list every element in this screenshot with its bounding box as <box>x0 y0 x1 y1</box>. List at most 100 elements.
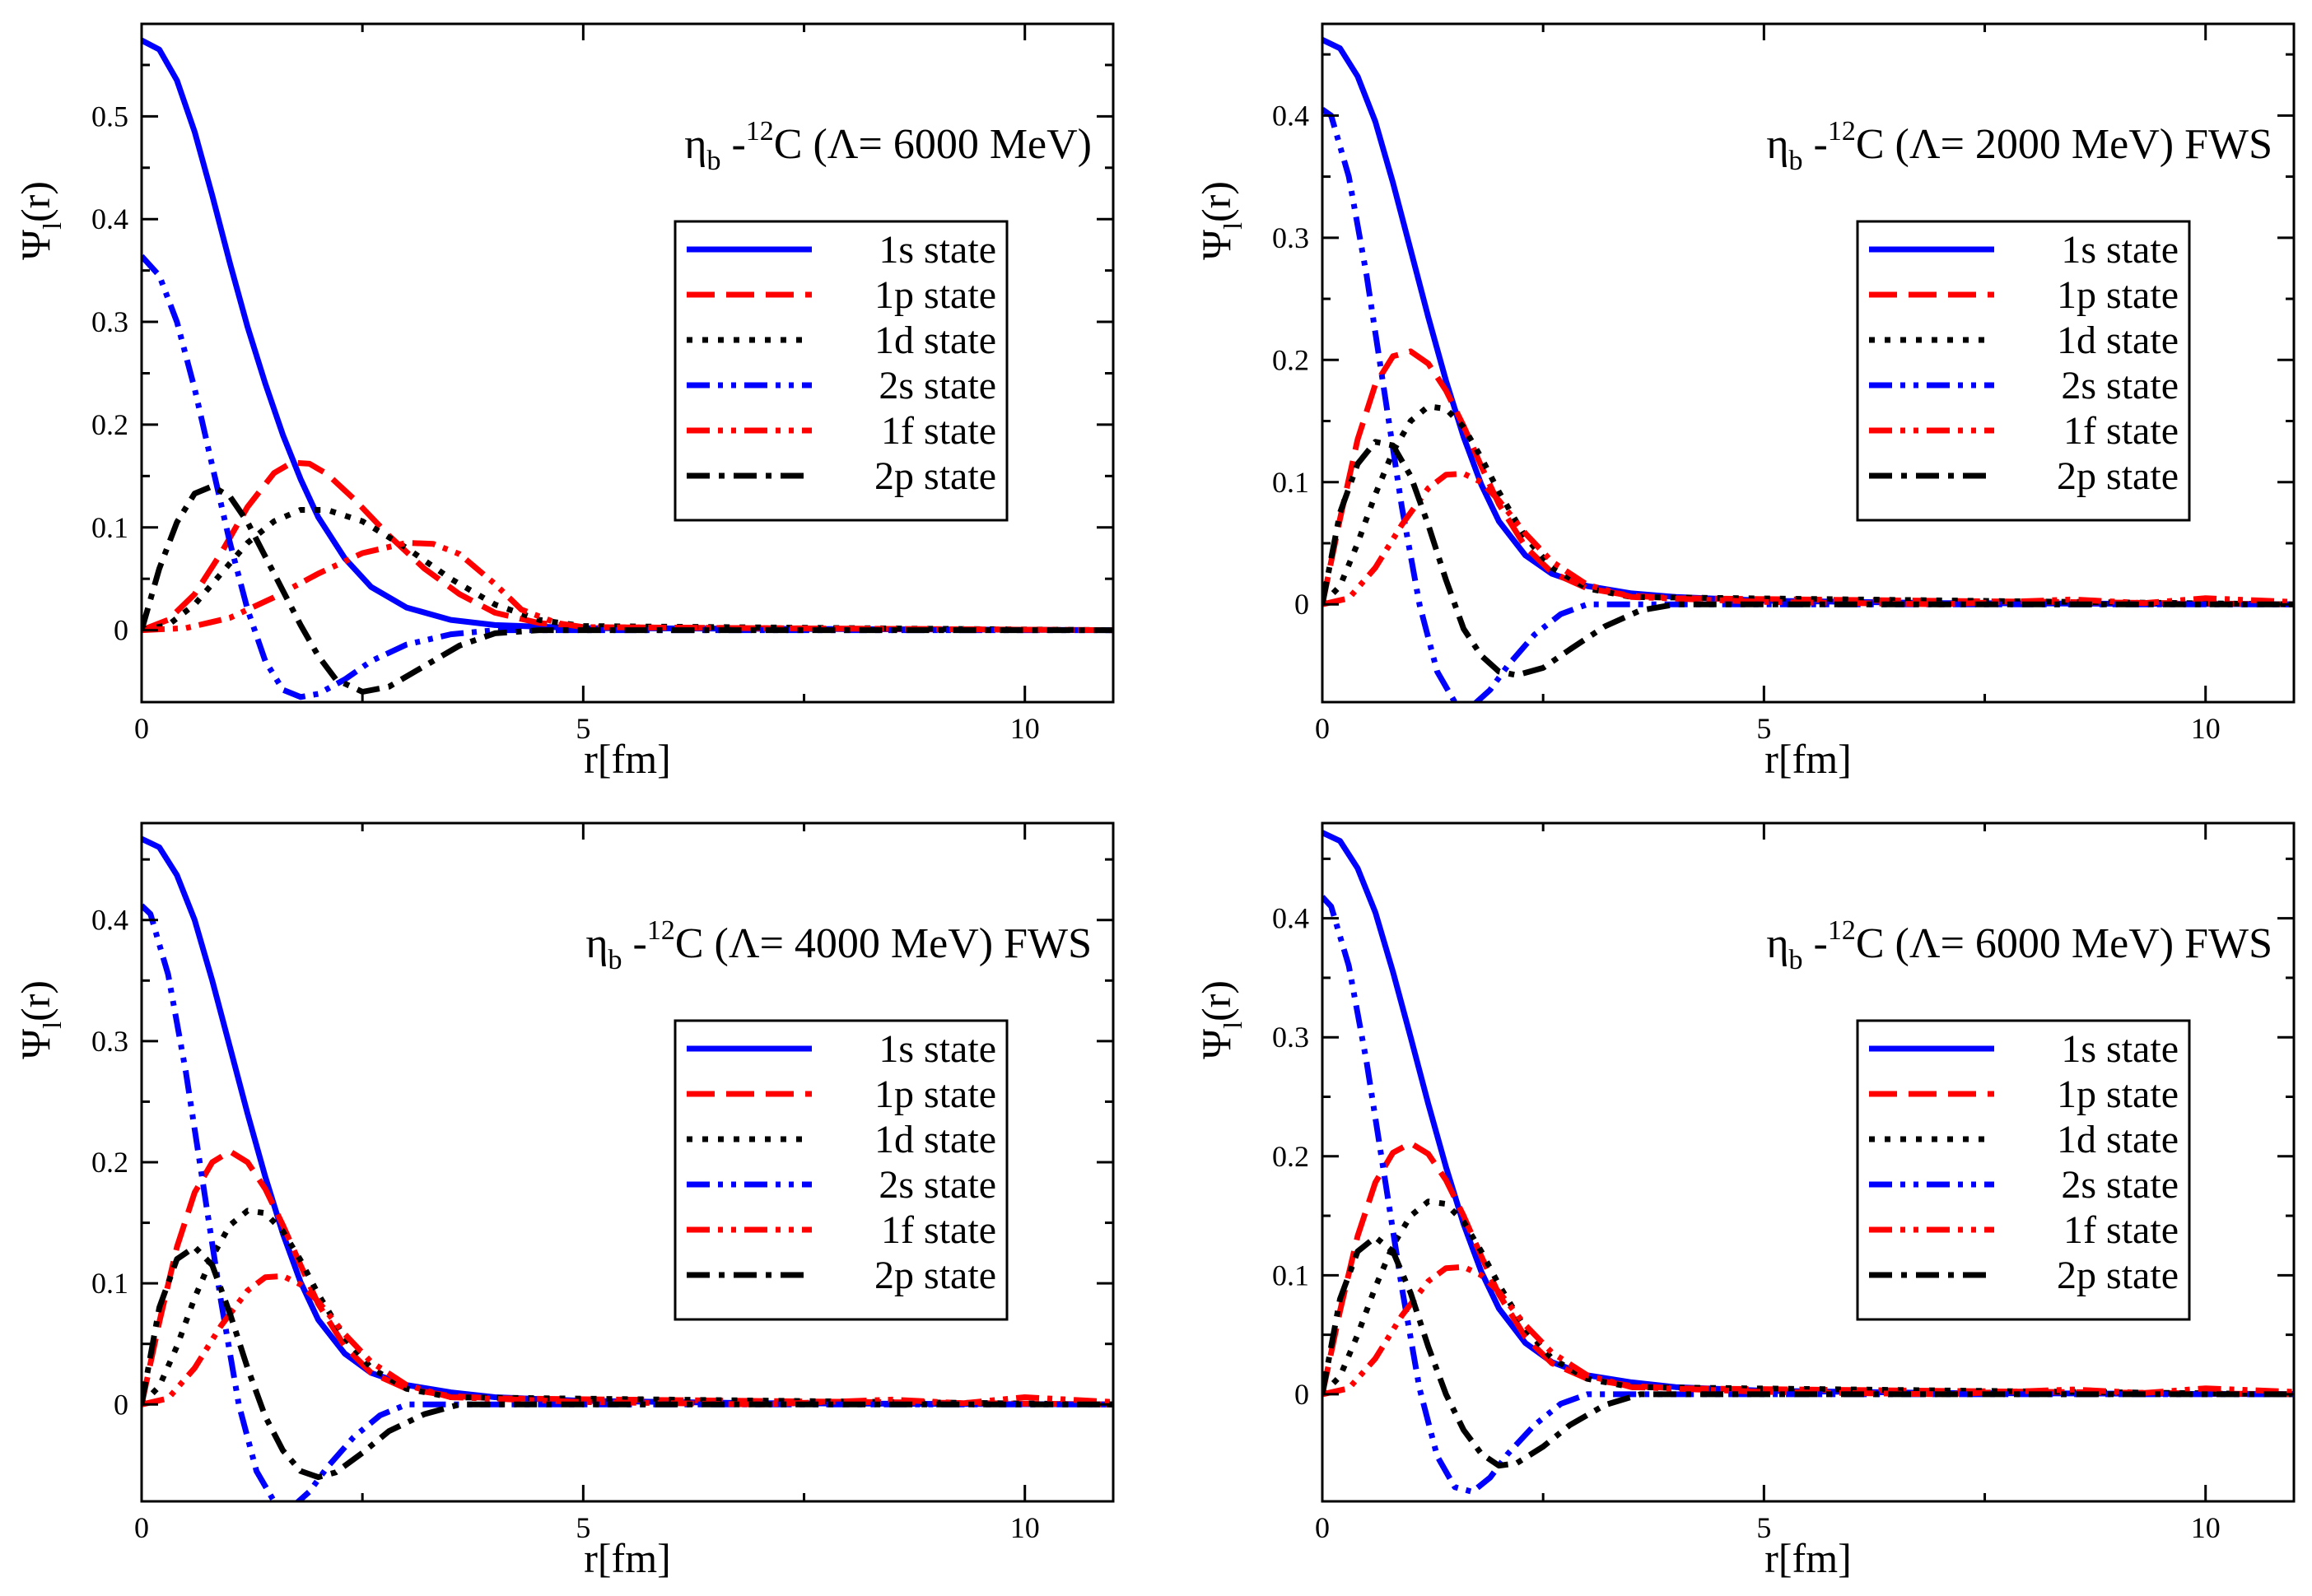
chart-title: ηb -12C (Λ= 2000 MeV) FWS <box>1766 116 2272 176</box>
title-rest: C (Λ= 6000 MeV) FWS <box>1856 920 2272 967</box>
legend-label: 1p state <box>2057 273 2179 317</box>
series-line-2p-state <box>142 483 1113 695</box>
title-eta-sub: b <box>706 146 720 176</box>
x-tick-label: 0 <box>1315 712 1330 745</box>
x-tick-label: 5 <box>1756 712 1771 745</box>
chart-title: ηb -12C (Λ= 6000 MeV) FWS <box>1766 915 2272 975</box>
y-tick-label: 0 <box>1294 1378 1309 1411</box>
legend-label: 2p state <box>2057 454 2179 498</box>
legend-label: 1p state <box>2057 1073 2179 1116</box>
y-tick-label: 0.5 <box>91 100 128 133</box>
legend-label: 1s state <box>879 1027 996 1071</box>
legend-label: 2s state <box>879 364 996 407</box>
series-line-2s-state <box>142 903 1113 1501</box>
legend-label: 1d state <box>2057 319 2179 362</box>
x-axis-label: r[fm] <box>584 1535 671 1581</box>
y-tick-label: 0.1 <box>1272 466 1309 499</box>
y-tick-label: 0.1 <box>91 511 128 544</box>
series-lines <box>142 37 1113 700</box>
panel-4: 0 5 10 0 0.1 0.2 0.3 0.4 r[fm] Ψl(r) ηb -12C (Λ= 6… <box>1193 821 2296 1581</box>
series-line-1f-state <box>142 1273 1113 1408</box>
title-eta: η <box>1766 121 1788 168</box>
title-mass-number: 12 <box>746 116 774 147</box>
title-eta-sub: b <box>1789 945 1803 975</box>
y-tick-label: 0.4 <box>1272 902 1309 935</box>
y-tick-label: 0.2 <box>91 1146 128 1179</box>
legend-label: 2s state <box>2061 364 2179 407</box>
y-axis-label-rest: (r) <box>12 181 58 222</box>
x-tick-label: 10 <box>1010 1511 1040 1544</box>
x-tick-label: 0 <box>134 1511 149 1544</box>
series-line-1f-state <box>1322 1263 2294 1398</box>
legend-label: 2p state <box>874 454 996 498</box>
series-line-1p-state <box>1322 1140 2294 1398</box>
y-tick-label: 0.3 <box>91 1025 128 1058</box>
title-rest: C (Λ= 4000 MeV) FWS <box>675 920 1092 967</box>
series-line-1f-state <box>1322 470 2294 607</box>
y-tick-label: 0 <box>114 1388 128 1421</box>
legend-label: 1d state <box>2057 1118 2179 1161</box>
x-tick-label: 5 <box>1756 1511 1771 1544</box>
legend-label: 2s state <box>2061 1163 2179 1207</box>
legend-label: 1s state <box>2061 1027 2179 1071</box>
legend-box <box>674 1019 1009 1321</box>
series-lines <box>1322 37 2294 702</box>
x-tick-label: 5 <box>576 712 590 745</box>
legend-label: 1s state <box>2061 228 2179 272</box>
legend-label: 2p state <box>874 1254 996 1297</box>
legend-label: 1d state <box>874 1118 996 1161</box>
y-tick-label: 0.1 <box>91 1267 128 1300</box>
x-tick-label: 5 <box>576 1511 590 1544</box>
legend-label: 1f state <box>2063 409 2179 453</box>
series-line-1f-state <box>142 540 1113 634</box>
y-axis-label-psi: Ψ <box>12 1029 58 1059</box>
panel-3: 0 5 10 0 0.1 0.2 0.3 0.4 r[fm] Ψl(r) ηb -12C (Λ= 4… <box>12 821 1115 1581</box>
chart-title: ηb -12C (Λ= 4000 MeV) FWS <box>585 915 1092 975</box>
legend-label: 1s state <box>879 228 996 272</box>
y-axis-label-psi: Ψ <box>12 230 58 260</box>
y-tick-label: 0.4 <box>1272 99 1309 132</box>
y-tick-label: 0 <box>1294 588 1309 621</box>
panel-2: 0 5 10 0 0.1 0.2 0.3 0.4 r[fm] Ψl(r) ηb -12C (Λ= 2… <box>1193 22 2296 782</box>
title-eta-sub: b <box>608 945 622 975</box>
y-tick-label: 0.4 <box>91 904 128 937</box>
legend-label: 2p state <box>2057 1254 2179 1297</box>
y-axis-label-rest: (r) <box>12 980 58 1021</box>
series-line-2s-state <box>142 254 1113 700</box>
series-line-1s-state <box>1322 830 2294 1398</box>
legend-box <box>674 220 1009 522</box>
x-tick-label: 0 <box>1315 1511 1330 1544</box>
title-rest: C (Λ= 2000 MeV) FWS <box>1856 121 2272 168</box>
series-lines <box>1322 830 2294 1495</box>
x-axis-label: r[fm] <box>584 736 671 782</box>
series-line-1d-state <box>1322 1198 2294 1398</box>
y-tick-label: 0.2 <box>1272 1140 1309 1173</box>
y-axis-label-rest: (r) <box>1193 181 1239 222</box>
y-tick-label: 0.3 <box>1272 1021 1309 1054</box>
title-eta-sub: b <box>1789 146 1803 176</box>
title-dash: - <box>720 121 745 168</box>
y-axis-label-psi: Ψ <box>1193 1029 1239 1059</box>
x-axis-label: r[fm] <box>1764 1535 1852 1581</box>
y-axis-label-psi: Ψ <box>1193 230 1239 260</box>
legend-label: 1f state <box>2063 1208 2179 1252</box>
y-axis-label: Ψl(r) <box>1193 980 1247 1059</box>
y-tick-label: 0.1 <box>1272 1259 1309 1291</box>
series-line-1p-state <box>142 459 1113 634</box>
title-dash: - <box>1803 920 1828 967</box>
legend-label: 1f state <box>881 409 996 453</box>
plot-frame <box>1321 821 2296 1503</box>
series-lines <box>142 835 1113 1501</box>
plot-frame <box>1321 22 2296 704</box>
y-tick-label: 0.3 <box>91 305 128 338</box>
title-mass-number: 12 <box>1828 116 1856 147</box>
panel-1: 0 5 10 0 0.1 0.2 0.3 0.4 0.5 r[fm] Ψl(r) ηb -12C (Λ… <box>12 22 1115 782</box>
y-axis-label: Ψl(r) <box>12 980 67 1059</box>
y-tick-label: 0.2 <box>1272 343 1309 376</box>
y-axis-label-sub: l <box>1218 222 1247 230</box>
y-tick-label: 0 <box>114 614 128 647</box>
legend-label: 1p state <box>874 273 996 317</box>
